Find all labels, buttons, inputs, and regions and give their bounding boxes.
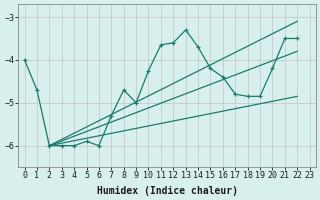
X-axis label: Humidex (Indice chaleur): Humidex (Indice chaleur) <box>97 186 237 196</box>
